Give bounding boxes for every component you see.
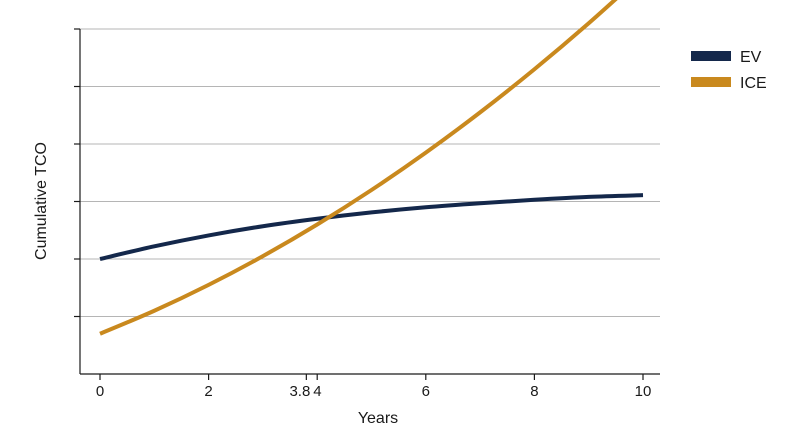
x-tick-label-5: 8 xyxy=(530,383,538,400)
x-tick-label-1: 2 xyxy=(204,383,212,400)
x-tick-label-3: 4 xyxy=(313,383,321,400)
x-tick-label-6: 10 xyxy=(635,383,652,400)
series-lines xyxy=(99,0,644,336)
legend-label-ice: ICE xyxy=(740,75,767,92)
x-tick-label-4: 6 xyxy=(422,383,430,400)
series-line-ice xyxy=(99,0,618,336)
x-tick-label-0: 0 xyxy=(96,383,104,400)
legend: EV ICE xyxy=(691,49,767,92)
grid-lines xyxy=(80,28,660,317)
y-axis-label: Cumulative TCO xyxy=(33,142,50,260)
x-tick-label-2: 3.8 xyxy=(289,383,310,400)
x-axis-label: Years xyxy=(358,410,398,427)
legend-label-ev: EV xyxy=(740,49,762,66)
legend-swatch-ev xyxy=(691,51,731,61)
series-line-ev xyxy=(99,193,644,261)
y-ticks xyxy=(74,28,80,318)
legend-swatch-ice xyxy=(691,77,731,87)
x-ticks: 0 2 3.8 4 6 8 10 xyxy=(96,374,652,400)
